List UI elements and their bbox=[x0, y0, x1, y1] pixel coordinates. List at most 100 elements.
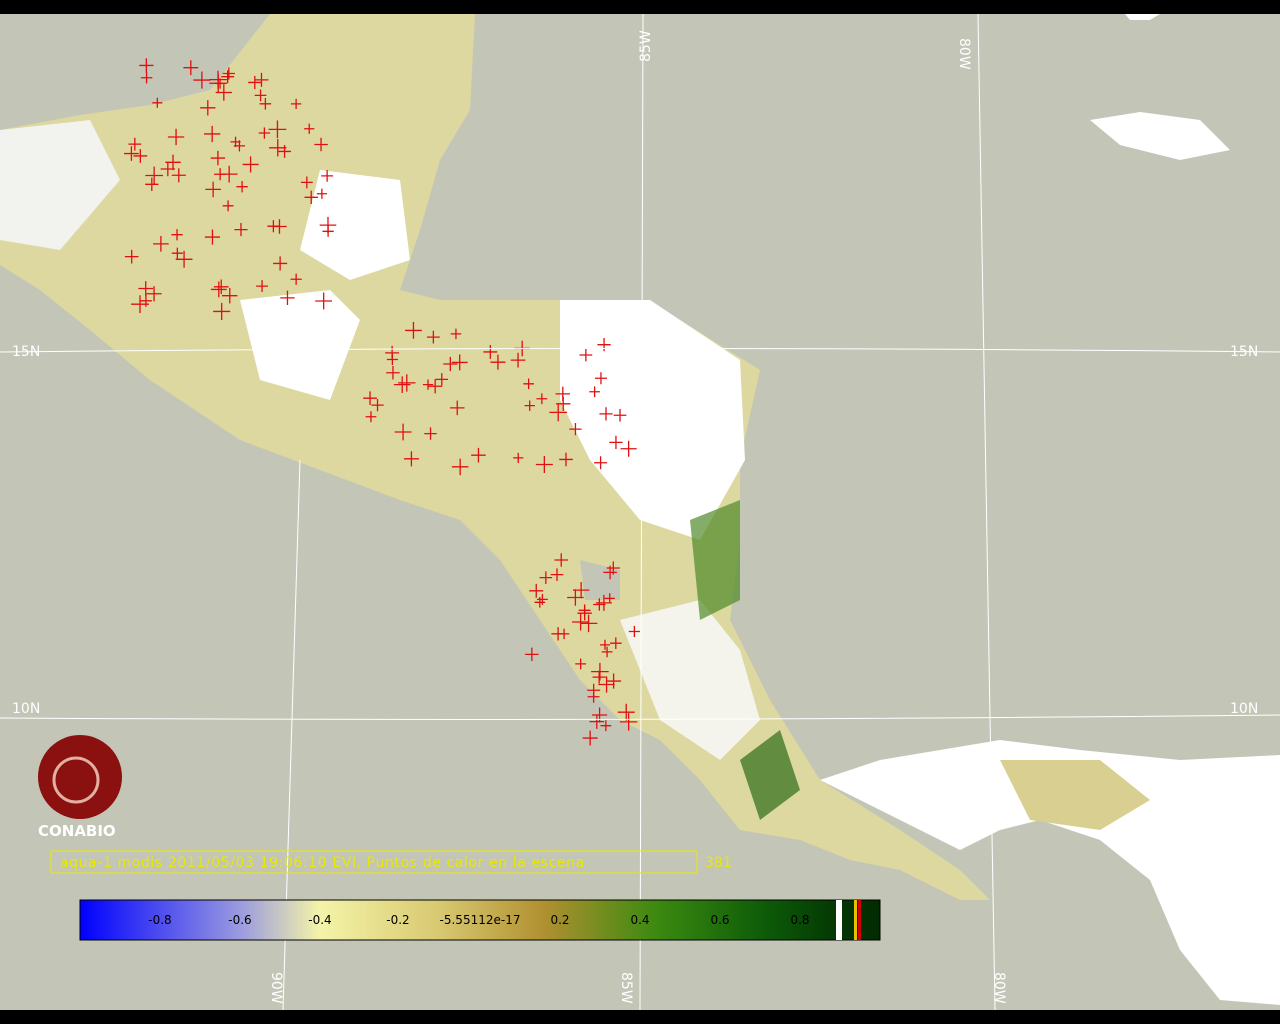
fire-mark bbox=[258, 127, 271, 139]
fire-mark bbox=[133, 149, 148, 163]
fire-mark bbox=[536, 393, 548, 405]
fire-mark bbox=[450, 328, 462, 340]
fire-mark bbox=[200, 100, 216, 116]
grid-label: 10N bbox=[12, 701, 40, 717]
fire-mark bbox=[573, 582, 590, 599]
fire-mark bbox=[371, 399, 384, 412]
fire-mark bbox=[171, 168, 186, 183]
fire-mark bbox=[280, 290, 295, 306]
fire-mark bbox=[204, 229, 221, 245]
grid-label: 15N bbox=[1230, 344, 1258, 360]
fire-mark bbox=[554, 553, 569, 567]
fire-mark bbox=[594, 456, 608, 470]
fire-mark bbox=[451, 458, 469, 476]
colorbar-label: -0.2 bbox=[386, 913, 409, 927]
fire-mark bbox=[145, 166, 163, 185]
fire-mark bbox=[394, 423, 412, 441]
fire-mark bbox=[549, 403, 568, 422]
fire-mark bbox=[510, 352, 526, 368]
fire-mark bbox=[165, 154, 181, 171]
fire-mark bbox=[393, 376, 411, 393]
fire-mark bbox=[451, 354, 468, 371]
fire-mark bbox=[579, 348, 593, 362]
fire-mark bbox=[213, 302, 231, 320]
fire-mark bbox=[145, 177, 159, 191]
colorbar-label: -5.55112e-17 bbox=[440, 913, 521, 927]
caption-count: 381 bbox=[705, 855, 732, 871]
fire-mark bbox=[587, 690, 600, 703]
grid-label: 90W bbox=[268, 972, 284, 1004]
fire-mark bbox=[139, 58, 154, 73]
colorbar-label: 0.8 bbox=[790, 913, 809, 927]
fire-mark bbox=[551, 627, 565, 641]
grid-label: 85W bbox=[638, 30, 654, 62]
fire-mark bbox=[230, 136, 241, 147]
fire-mark bbox=[424, 427, 437, 440]
fire-mark bbox=[592, 707, 608, 723]
fire-mark bbox=[363, 391, 377, 406]
fire-mark bbox=[617, 703, 635, 721]
fire-mark bbox=[269, 139, 287, 157]
fire-mark bbox=[171, 229, 183, 241]
fire-mark bbox=[579, 614, 598, 633]
fire-points bbox=[124, 58, 640, 746]
colorbar-label: 0.2 bbox=[550, 913, 569, 927]
fire-mark bbox=[222, 200, 234, 212]
fire-mark bbox=[236, 180, 248, 193]
fire-mark bbox=[422, 379, 434, 390]
fire-mark bbox=[204, 125, 221, 143]
fire-mark bbox=[572, 613, 590, 631]
fire-mark bbox=[290, 98, 302, 110]
fire-mark bbox=[314, 137, 328, 152]
fire-mark bbox=[589, 714, 605, 729]
colorbar-label: 0.4 bbox=[630, 913, 649, 927]
fire-mark bbox=[256, 280, 268, 293]
fire-mark bbox=[138, 281, 154, 296]
fire-mark bbox=[124, 146, 139, 161]
fire-mark bbox=[175, 250, 193, 268]
fire-mark bbox=[599, 407, 613, 421]
fire-mark bbox=[398, 374, 416, 392]
fire-mark bbox=[316, 188, 328, 199]
fire-mark bbox=[539, 571, 553, 584]
fire-mark bbox=[609, 435, 623, 450]
fire-mark bbox=[426, 330, 440, 344]
fire-mark bbox=[242, 156, 259, 173]
fire-mark bbox=[490, 354, 506, 370]
fire-mark bbox=[594, 372, 607, 385]
fire-mark bbox=[304, 123, 315, 134]
fire-mark bbox=[209, 70, 227, 89]
fire-mark bbox=[321, 169, 334, 182]
fire-mark bbox=[215, 84, 232, 101]
grid-label: 80W bbox=[956, 38, 972, 70]
fire-mark bbox=[535, 456, 553, 474]
fire-mark bbox=[613, 408, 627, 422]
fire-mark bbox=[222, 287, 238, 304]
logo: CONABIO bbox=[38, 735, 122, 840]
fire-mark bbox=[273, 256, 288, 271]
fire-mark bbox=[559, 452, 573, 467]
fire-mark bbox=[183, 60, 199, 76]
grid-label: 85W bbox=[618, 972, 634, 1004]
caption-box bbox=[50, 850, 698, 874]
fire-mark bbox=[171, 247, 183, 259]
fire-mark bbox=[604, 593, 615, 604]
fire-mark bbox=[205, 181, 221, 198]
fire-mark bbox=[268, 120, 287, 139]
fire-mark bbox=[365, 411, 377, 423]
colorbar-label: -0.8 bbox=[148, 913, 171, 927]
fire-mark bbox=[428, 379, 443, 394]
fire-mark bbox=[213, 279, 229, 295]
fire-mark bbox=[582, 730, 598, 746]
fire-mark bbox=[248, 75, 262, 90]
fire-mark bbox=[222, 67, 235, 80]
fire-mark bbox=[214, 168, 227, 181]
fire-mark bbox=[577, 605, 592, 621]
fire-mark bbox=[386, 366, 400, 380]
fire-mark bbox=[210, 150, 226, 166]
fire-mark bbox=[234, 223, 248, 237]
fire-mark bbox=[600, 720, 612, 732]
fire-mark bbox=[449, 400, 465, 416]
